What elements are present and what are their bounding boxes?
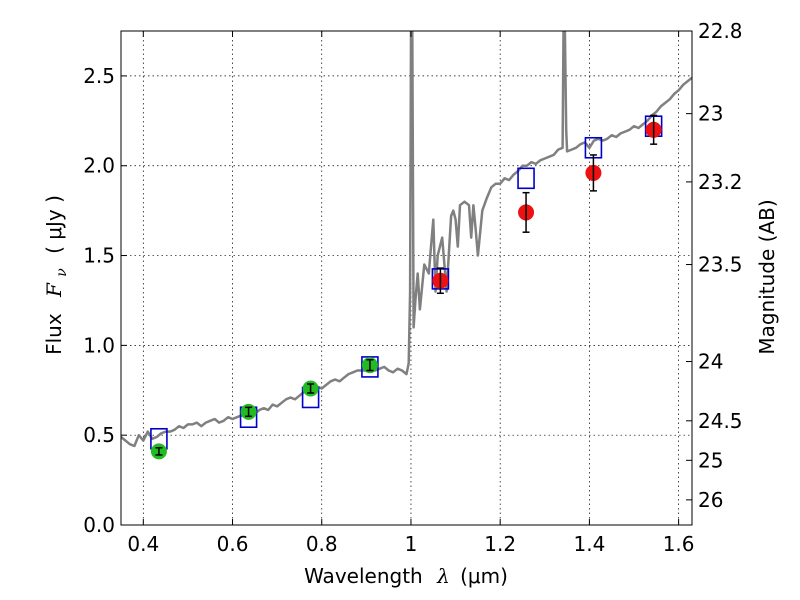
- x-tick-label: 1.2: [484, 532, 516, 556]
- plot-frame: [120, 30, 693, 526]
- y-axis-label-symbol: F: [42, 282, 66, 298]
- y-tick-label: 1.0: [83, 333, 115, 357]
- y2-tick-label: 24: [698, 350, 723, 374]
- y2-axis-label: Magnitude (AB): [755, 199, 779, 354]
- y-tick-label: 0.5: [83, 423, 115, 447]
- x-axis-label-text: Wavelength: [304, 564, 423, 588]
- y-axis-label: Flux F ν ( μJy ): [42, 195, 71, 355]
- marker-layer: [150, 114, 663, 460]
- spectrum-line: [121, 31, 692, 448]
- model-flux-square: [361, 356, 379, 378]
- x-axis-label-unit: (μm): [460, 564, 508, 588]
- x-tick-label: 1.6: [663, 532, 695, 556]
- y2-tick-label: 25: [698, 448, 723, 472]
- y2-tick-label: 26: [698, 488, 723, 512]
- y-tick-label: 1.5: [83, 244, 115, 268]
- grid-lines: [121, 31, 692, 525]
- spectrum-layer: [121, 31, 692, 448]
- y-tick-label: 2.5: [83, 64, 115, 88]
- y-tick-label: 0.0: [83, 513, 115, 537]
- tick-layer: 0.4 0.6 0.8 1 1.2 1.4 1.6 0.0 0.5 1.0 1.5 2.0 2.5 22.…: [83, 19, 742, 556]
- x-axis-label-symbol: λ: [436, 564, 450, 588]
- y-axis-label-text: Flux: [42, 313, 66, 355]
- y-axis-label-unit: ( μJy ): [42, 195, 66, 254]
- x-tick-label: 0.8: [306, 532, 338, 556]
- x-tick-label: 1: [405, 532, 418, 556]
- y-tick-label: 2.0: [83, 154, 115, 178]
- y2-tick-label: 23.5: [698, 253, 743, 277]
- x-tick-label: 0.6: [217, 532, 249, 556]
- y2-tick-label: 23: [698, 102, 723, 126]
- model-flux-square: [517, 167, 535, 190]
- y2-tick-label: 23.2: [698, 170, 743, 194]
- x-tick-label: 0.4: [127, 532, 159, 556]
- y-axis-label-subscript: ν: [54, 268, 70, 277]
- x-axis-label: Wavelength λ (μm): [304, 564, 508, 588]
- x-tick-label: 1.4: [573, 532, 605, 556]
- y2-tick-label: 22.8: [698, 19, 743, 43]
- y2-tick-label: 24.5: [698, 409, 743, 433]
